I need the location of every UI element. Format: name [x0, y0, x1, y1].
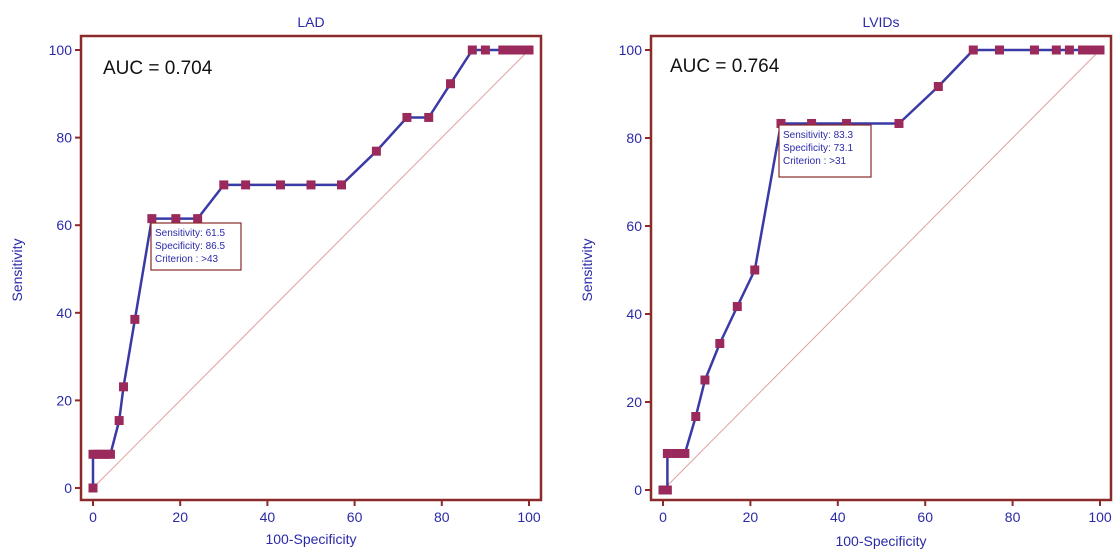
- roc-point: [968, 45, 978, 55]
- criterion-box-line: Sensitivity: 61.5: [155, 228, 225, 239]
- x-tick-label: 40: [830, 509, 846, 525]
- plot-frame: [79, 34, 543, 502]
- criterion-box-line: Sensitivity: 83.3: [783, 130, 853, 141]
- roc-point: [671, 448, 681, 458]
- auc-annotation: AUC = 0.764: [670, 56, 780, 77]
- roc-point: [524, 45, 534, 55]
- x-tick-label: 100: [517, 509, 541, 525]
- criterion-box: [778, 124, 872, 178]
- y-tick-label: 100: [619, 42, 643, 58]
- roc-point: [691, 412, 701, 422]
- roc-point: [1051, 45, 1061, 55]
- x-axis-label: 100-Specificity: [835, 533, 926, 549]
- roc-point: [662, 448, 672, 458]
- criterion-box-line: Specificity: 73.1: [783, 143, 853, 154]
- x-tick-label: 80: [1005, 509, 1021, 525]
- roc-point: [114, 416, 124, 426]
- y-axis-label: Sensitivity: [579, 238, 595, 301]
- x-tick-label: 0: [89, 509, 97, 525]
- roc-point: [171, 214, 181, 224]
- roc-point: [130, 314, 140, 324]
- roc-point: [776, 118, 786, 128]
- roc-point: [402, 112, 412, 122]
- roc-point: [119, 382, 129, 392]
- y-tick-label: 80: [56, 130, 72, 146]
- x-axis-label: 100-Specificity: [265, 531, 356, 547]
- roc-point: [894, 118, 904, 128]
- y-tick-label: 0: [634, 482, 642, 498]
- roc-panel-lvids: LVIDs 0 20 40 60 80 100 0 20 40 60 80 100 100-Specifi…: [579, 14, 1113, 549]
- y-tick-label: 60: [626, 218, 642, 234]
- x-tick-label: 20: [743, 509, 759, 525]
- y-tick-label: 20: [626, 394, 642, 410]
- reference-diagonal: [92, 49, 530, 489]
- auc-annotation: AUC = 0.704: [103, 58, 213, 79]
- criterion-box-line: Specificity: 86.5: [155, 241, 225, 252]
- roc-point: [480, 45, 490, 55]
- plot-frame: [649, 34, 1113, 502]
- roc-point: [241, 180, 251, 190]
- roc-point: [750, 265, 760, 275]
- y-tick-label: 80: [626, 130, 642, 146]
- roc-point: [306, 180, 316, 190]
- y-axis-label: Sensitivity: [9, 238, 25, 301]
- roc-point: [371, 146, 381, 156]
- x-tick-label: 20: [172, 509, 188, 525]
- roc-point: [842, 118, 852, 128]
- x-tick-label: 100: [1088, 509, 1112, 525]
- roc-point: [219, 180, 229, 190]
- criterion-box-line: Criterion : >43: [155, 254, 219, 265]
- roc-point: [193, 214, 203, 224]
- y-tick-label: 0: [64, 480, 72, 496]
- roc-point: [680, 448, 690, 458]
- roc-point: [1095, 45, 1105, 55]
- roc-point: [994, 45, 1004, 55]
- reference-diagonal: [662, 49, 1101, 491]
- roc-point: [446, 79, 456, 89]
- roc-point: [700, 375, 710, 385]
- roc-point: [337, 180, 347, 190]
- roc-point: [147, 214, 157, 224]
- roc-point: [275, 180, 285, 190]
- x-tick-label: 0: [659, 509, 667, 525]
- chart-title: LAD: [297, 14, 324, 30]
- roc-point: [105, 449, 115, 459]
- roc-point: [424, 112, 434, 122]
- y-tick-label: 60: [56, 217, 72, 233]
- x-tick-label: 40: [260, 509, 276, 525]
- roc-point: [662, 485, 672, 495]
- y-tick-label: 40: [626, 306, 642, 322]
- y-tick-label: 20: [56, 392, 72, 408]
- roc-point: [1064, 45, 1074, 55]
- roc-point: [467, 45, 477, 55]
- chart-title: LVIDs: [862, 14, 899, 30]
- roc-point: [1029, 45, 1039, 55]
- roc-panel-lad: LAD 0 20 40 60 80 100 0 20 40 60 80 100 100-Specifici…: [9, 14, 543, 547]
- roc-point: [933, 82, 943, 92]
- roc-point: [715, 338, 725, 348]
- roc-point: [88, 483, 98, 493]
- y-tick-label: 40: [56, 305, 72, 321]
- x-tick-label: 60: [347, 509, 363, 525]
- criterion-box: [150, 222, 242, 271]
- x-tick-label: 80: [434, 509, 450, 525]
- roc-point: [732, 302, 742, 312]
- roc-point: [807, 118, 817, 128]
- criterion-box-line: Criterion : >31: [783, 156, 847, 167]
- y-tick-label: 100: [49, 42, 73, 58]
- x-tick-label: 60: [917, 509, 933, 525]
